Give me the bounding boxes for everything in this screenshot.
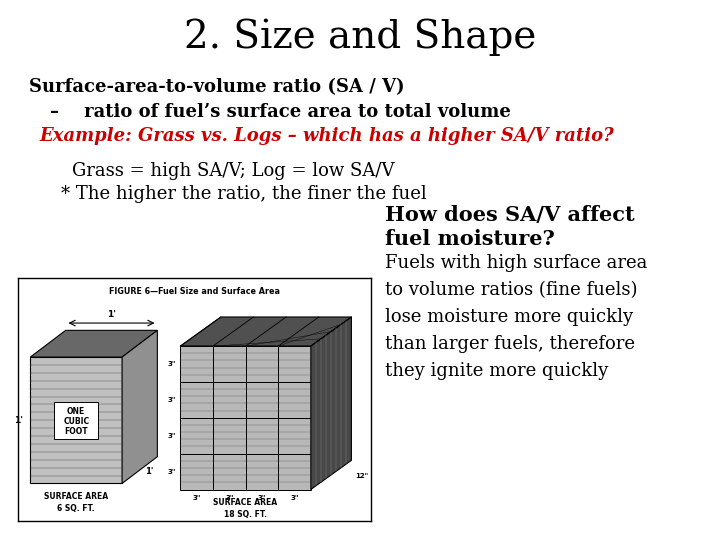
Polygon shape: [180, 346, 213, 382]
Text: SURFACE AREA: SURFACE AREA: [44, 492, 108, 501]
Text: 1': 1': [14, 416, 23, 425]
Polygon shape: [246, 418, 278, 454]
Text: 3": 3": [258, 495, 266, 501]
Polygon shape: [246, 346, 278, 382]
Polygon shape: [180, 418, 213, 454]
Text: 3": 3": [168, 361, 176, 367]
Polygon shape: [180, 317, 351, 346]
Polygon shape: [213, 382, 246, 418]
Text: Surface-area-to-volume ratio (SA / V): Surface-area-to-volume ratio (SA / V): [29, 78, 405, 96]
Text: 3": 3": [168, 397, 176, 403]
Text: 1': 1': [145, 467, 153, 476]
Text: SURFACE AREA: SURFACE AREA: [214, 498, 278, 507]
Text: ONE: ONE: [67, 407, 86, 416]
Text: 18 SQ. FT.: 18 SQ. FT.: [224, 510, 267, 519]
Polygon shape: [278, 418, 311, 454]
Text: Fuels with high surface area
to volume ratios (fine fuels)
lose moisture more qu: Fuels with high surface area to volume r…: [385, 254, 647, 380]
Text: CUBIC: CUBIC: [63, 417, 89, 426]
Text: 12": 12": [356, 474, 369, 480]
Polygon shape: [278, 382, 311, 418]
Text: –    ratio of fuel’s surface area to total volume: – ratio of fuel’s surface area to total …: [50, 103, 511, 120]
Polygon shape: [213, 346, 246, 382]
Polygon shape: [213, 454, 246, 489]
Text: 3": 3": [225, 495, 233, 501]
Text: 6 SQ. FT.: 6 SQ. FT.: [58, 504, 95, 513]
Polygon shape: [180, 382, 213, 418]
Polygon shape: [311, 317, 351, 489]
Text: Grass = high SA/V; Log = low SA/V: Grass = high SA/V; Log = low SA/V: [72, 162, 395, 180]
Text: 3": 3": [168, 433, 176, 438]
Text: 3": 3": [168, 469, 176, 475]
FancyBboxPatch shape: [54, 402, 99, 439]
Polygon shape: [246, 382, 278, 418]
Text: * The higher the ratio, the finer the fuel: * The higher the ratio, the finer the fu…: [61, 185, 427, 202]
Polygon shape: [278, 346, 311, 382]
Text: How does SA/V affect: How does SA/V affect: [385, 205, 635, 225]
Text: FOOT: FOOT: [64, 428, 88, 436]
Polygon shape: [246, 454, 278, 489]
Polygon shape: [30, 330, 158, 357]
Text: FIGURE 6—Fuel Size and Surface Area: FIGURE 6—Fuel Size and Surface Area: [109, 287, 280, 295]
Text: 3": 3": [290, 495, 299, 501]
Polygon shape: [122, 330, 158, 483]
Polygon shape: [180, 454, 213, 489]
Polygon shape: [213, 418, 246, 454]
Text: 2. Size and Shape: 2. Size and Shape: [184, 19, 536, 56]
Text: fuel moisture?: fuel moisture?: [385, 229, 555, 249]
Text: Example: Grass vs. Logs – which has a higher SA/V ratio?: Example: Grass vs. Logs – which has a hi…: [40, 127, 614, 145]
Text: 3": 3": [192, 495, 201, 501]
Polygon shape: [30, 357, 122, 483]
Text: 1': 1': [107, 309, 116, 319]
Polygon shape: [278, 454, 311, 489]
